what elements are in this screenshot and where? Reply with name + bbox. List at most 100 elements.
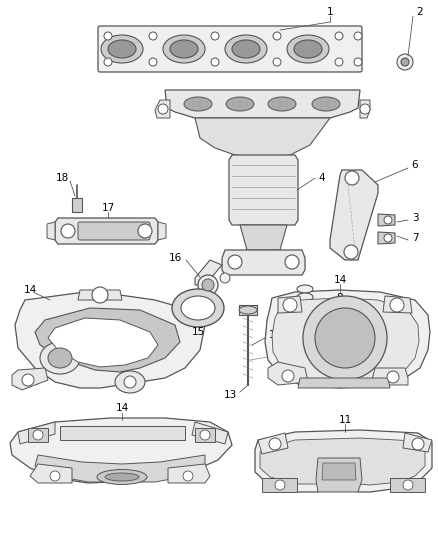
Text: 6: 6 bbox=[412, 160, 418, 170]
Circle shape bbox=[360, 104, 370, 114]
Ellipse shape bbox=[297, 293, 313, 301]
Bar bbox=[28, 428, 48, 442]
Bar bbox=[390, 478, 425, 492]
Text: 1: 1 bbox=[327, 7, 333, 17]
Ellipse shape bbox=[108, 40, 136, 58]
Polygon shape bbox=[403, 433, 432, 452]
Polygon shape bbox=[195, 118, 330, 158]
Text: 14: 14 bbox=[23, 285, 37, 295]
FancyBboxPatch shape bbox=[98, 26, 362, 72]
Circle shape bbox=[303, 296, 387, 380]
Circle shape bbox=[354, 32, 362, 40]
Text: 18: 18 bbox=[55, 173, 69, 183]
Circle shape bbox=[401, 58, 409, 66]
Polygon shape bbox=[78, 290, 122, 300]
Polygon shape bbox=[378, 232, 395, 244]
Ellipse shape bbox=[297, 325, 313, 333]
Polygon shape bbox=[155, 100, 170, 118]
Circle shape bbox=[273, 58, 281, 66]
Polygon shape bbox=[192, 422, 228, 444]
Polygon shape bbox=[316, 458, 362, 492]
Ellipse shape bbox=[184, 97, 212, 111]
Polygon shape bbox=[222, 250, 305, 275]
Ellipse shape bbox=[297, 309, 313, 317]
Circle shape bbox=[282, 370, 294, 382]
Circle shape bbox=[412, 438, 424, 450]
Circle shape bbox=[335, 32, 343, 40]
Circle shape bbox=[354, 58, 362, 66]
Ellipse shape bbox=[101, 35, 143, 63]
Circle shape bbox=[158, 104, 168, 114]
Circle shape bbox=[211, 32, 219, 40]
Circle shape bbox=[397, 54, 413, 70]
Ellipse shape bbox=[163, 35, 205, 63]
Bar bbox=[195, 428, 215, 442]
Circle shape bbox=[275, 480, 285, 490]
Polygon shape bbox=[35, 455, 205, 482]
Ellipse shape bbox=[48, 348, 72, 368]
Ellipse shape bbox=[115, 371, 145, 393]
Circle shape bbox=[315, 308, 375, 368]
Polygon shape bbox=[168, 464, 210, 483]
Polygon shape bbox=[55, 218, 158, 244]
Text: 7: 7 bbox=[412, 233, 418, 243]
Bar bbox=[72, 198, 82, 212]
Text: 8: 8 bbox=[337, 293, 343, 303]
Polygon shape bbox=[268, 362, 308, 385]
Circle shape bbox=[387, 371, 399, 383]
Ellipse shape bbox=[232, 40, 260, 58]
Polygon shape bbox=[30, 464, 72, 483]
Polygon shape bbox=[35, 308, 180, 372]
Circle shape bbox=[198, 275, 218, 295]
Text: 13: 13 bbox=[223, 390, 237, 400]
Ellipse shape bbox=[172, 289, 224, 327]
Ellipse shape bbox=[268, 97, 296, 111]
Circle shape bbox=[149, 58, 157, 66]
Polygon shape bbox=[165, 90, 360, 118]
Circle shape bbox=[345, 171, 359, 185]
Ellipse shape bbox=[40, 342, 80, 374]
Polygon shape bbox=[258, 433, 288, 454]
Text: 14: 14 bbox=[333, 275, 346, 285]
Ellipse shape bbox=[297, 317, 313, 325]
Polygon shape bbox=[48, 318, 158, 367]
Circle shape bbox=[283, 298, 297, 312]
Polygon shape bbox=[378, 214, 395, 226]
Circle shape bbox=[33, 430, 43, 440]
Polygon shape bbox=[272, 298, 419, 380]
Circle shape bbox=[92, 287, 108, 303]
Circle shape bbox=[228, 255, 242, 269]
Circle shape bbox=[390, 298, 404, 312]
Polygon shape bbox=[278, 296, 302, 313]
Polygon shape bbox=[158, 222, 166, 240]
Text: 4: 4 bbox=[319, 173, 325, 183]
Ellipse shape bbox=[297, 301, 313, 309]
Polygon shape bbox=[265, 290, 430, 388]
Circle shape bbox=[124, 376, 136, 388]
Polygon shape bbox=[298, 378, 390, 388]
Polygon shape bbox=[255, 430, 432, 492]
Ellipse shape bbox=[181, 296, 215, 320]
Polygon shape bbox=[229, 155, 298, 225]
Circle shape bbox=[344, 245, 358, 259]
Circle shape bbox=[149, 32, 157, 40]
Circle shape bbox=[384, 216, 392, 224]
Circle shape bbox=[104, 32, 112, 40]
Text: 3: 3 bbox=[412, 213, 418, 223]
Circle shape bbox=[403, 480, 413, 490]
Ellipse shape bbox=[225, 35, 267, 63]
Text: 12: 12 bbox=[268, 330, 282, 340]
Polygon shape bbox=[383, 296, 412, 313]
Circle shape bbox=[50, 471, 60, 481]
Circle shape bbox=[335, 58, 343, 66]
FancyBboxPatch shape bbox=[78, 222, 150, 240]
Ellipse shape bbox=[97, 470, 147, 484]
Ellipse shape bbox=[105, 473, 139, 481]
Polygon shape bbox=[322, 463, 356, 480]
Polygon shape bbox=[360, 100, 370, 118]
Text: 15: 15 bbox=[191, 327, 205, 337]
Ellipse shape bbox=[239, 306, 257, 314]
Text: 11: 11 bbox=[339, 415, 352, 425]
Polygon shape bbox=[330, 170, 378, 260]
Ellipse shape bbox=[287, 35, 329, 63]
